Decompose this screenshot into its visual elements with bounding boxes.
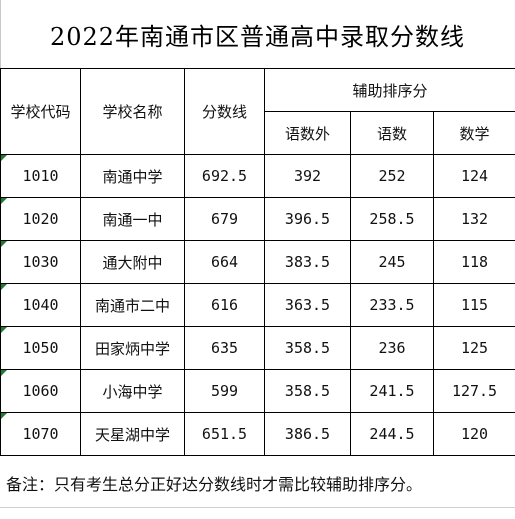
cell-aux-2[interactable]: 245 bbox=[350, 240, 434, 284]
cell-aux-1[interactable]: 363.5 bbox=[264, 283, 351, 327]
cell-aux-1[interactable]: 386.5 bbox=[264, 412, 351, 456]
cell-school-name[interactable]: 南通市二中 bbox=[80, 283, 185, 327]
table-row: 1020 南通一中 679 396.5 258.5 132 bbox=[0, 197, 515, 241]
cell-aux-1[interactable]: 396.5 bbox=[264, 197, 351, 241]
cell-cutoff-score[interactable]: 692.5 bbox=[184, 154, 265, 198]
cell-school-code[interactable]: 1030 bbox=[0, 240, 81, 284]
header-school-name[interactable]: 学校名称 bbox=[80, 68, 185, 155]
footnote[interactable]: 备注：只有考生总分正好达分数线时才需比较辅助排序分。 bbox=[6, 475, 423, 494]
cell-school-code[interactable]: 1070 bbox=[0, 412, 81, 456]
cell-aux-2[interactable]: 258.5 bbox=[350, 197, 434, 241]
table-row: 1070 天星湖中学 651.5 386.5 244.5 120 bbox=[0, 412, 515, 456]
cell-aux-2[interactable]: 252 bbox=[350, 154, 434, 198]
cell-cutoff-score[interactable]: 664 bbox=[184, 240, 265, 284]
header-row-sub: 语数外 语数 数学 bbox=[1, 111, 515, 155]
cell-cutoff-score[interactable]: 599 bbox=[184, 369, 265, 413]
cell-school-code[interactable]: 1040 bbox=[0, 283, 81, 327]
table-row: 1030 通大附中 664 383.5 245 118 bbox=[0, 240, 515, 284]
cell-school-name[interactable]: 小海中学 bbox=[80, 369, 185, 413]
cell-aux-3[interactable]: 118 bbox=[432, 240, 515, 284]
cell-cutoff-score[interactable]: 616 bbox=[184, 283, 265, 327]
cell-aux-2[interactable]: 233.5 bbox=[350, 283, 434, 327]
cell-cutoff-score[interactable]: 635 bbox=[184, 326, 265, 370]
table-row: 1050 田家炳中学 635 358.5 236 125 bbox=[0, 326, 515, 370]
cell-school-code[interactable]: 1010 bbox=[0, 154, 81, 198]
header-school-code[interactable]: 学校代码 bbox=[0, 68, 81, 155]
header-row-top: 学校代码 学校名称 分数线 辅助排序分 bbox=[0, 68, 515, 155]
cell-aux-3[interactable]: 127.5 bbox=[432, 369, 515, 413]
header-cutoff-score[interactable]: 分数线 bbox=[184, 68, 265, 155]
cell-aux-3[interactable]: 125 bbox=[432, 326, 515, 370]
table-row: 1060 小海中学 599 358.5 241.5 127.5 bbox=[0, 369, 515, 413]
sheet-title[interactable]: 2022年南通市区普通高中录取分数线 bbox=[49, 23, 466, 51]
cell-school-name[interactable]: 通大附中 bbox=[80, 240, 185, 284]
cell-school-name[interactable]: 天星湖中学 bbox=[80, 412, 185, 456]
cell-aux-1[interactable]: 358.5 bbox=[264, 369, 351, 413]
cell-aux-2[interactable]: 241.5 bbox=[350, 369, 434, 413]
table-row: 1010 南通中学 692.5 392 252 124 bbox=[0, 154, 515, 198]
header-aux-chinese-math-english[interactable]: 语数外 bbox=[264, 111, 351, 155]
cell-cutoff-score[interactable]: 651.5 bbox=[184, 412, 265, 456]
cell-aux-1[interactable]: 383.5 bbox=[264, 240, 351, 284]
cell-aux-1[interactable]: 392 bbox=[264, 154, 351, 198]
score-table: 学校代码 学校名称 分数线 辅助排序分 语数外 语数 数学 1010 南通中学 … bbox=[0, 68, 515, 456]
cell-aux-2[interactable]: 244.5 bbox=[350, 412, 434, 456]
cell-school-name[interactable]: 田家炳中学 bbox=[80, 326, 185, 370]
header-aux-chinese-math[interactable]: 语数 bbox=[350, 111, 434, 155]
cell-aux-3[interactable]: 132 bbox=[432, 197, 515, 241]
header-aux-ranking-group[interactable]: 辅助排序分 bbox=[263, 68, 515, 112]
bottom-gridline bbox=[0, 507, 515, 508]
table-row: 1040 南通市二中 616 363.5 233.5 115 bbox=[0, 283, 515, 327]
title-left-border bbox=[0, 0, 1, 70]
cell-aux-2[interactable]: 236 bbox=[350, 326, 434, 370]
cell-aux-3[interactable]: 120 bbox=[432, 412, 515, 456]
cell-aux-1[interactable]: 358.5 bbox=[264, 326, 351, 370]
cell-school-code[interactable]: 1020 bbox=[0, 197, 81, 241]
cell-school-name[interactable]: 南通中学 bbox=[80, 154, 185, 198]
cell-aux-3[interactable]: 124 bbox=[432, 154, 515, 198]
header-aux-math[interactable]: 数学 bbox=[432, 111, 515, 155]
cell-school-code[interactable]: 1050 bbox=[0, 326, 81, 370]
cell-school-name[interactable]: 南通一中 bbox=[80, 197, 185, 241]
cell-aux-3[interactable]: 115 bbox=[432, 283, 515, 327]
cell-school-code[interactable]: 1060 bbox=[0, 369, 81, 413]
cell-cutoff-score[interactable]: 679 bbox=[184, 197, 265, 241]
